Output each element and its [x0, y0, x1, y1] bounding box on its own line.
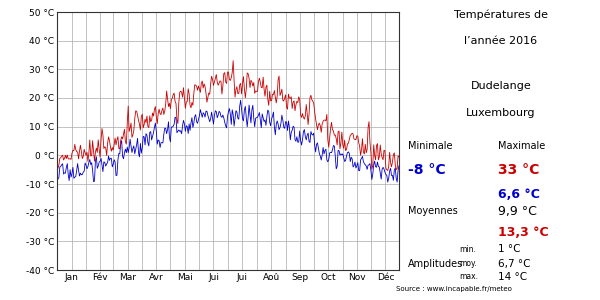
Text: 33 °C: 33 °C: [498, 164, 539, 178]
Text: Moyennes: Moyennes: [408, 206, 458, 215]
Text: Températures de: Températures de: [454, 9, 548, 20]
Text: 6,7 °C: 6,7 °C: [498, 259, 530, 269]
Text: Amplitudes: Amplitudes: [408, 259, 463, 269]
Text: Minimale: Minimale: [408, 141, 452, 151]
Text: 9,9 °C: 9,9 °C: [498, 206, 537, 218]
Text: 6,6 °C: 6,6 °C: [498, 188, 540, 200]
Text: moy.: moy.: [459, 259, 477, 268]
Text: Luxembourg: Luxembourg: [466, 108, 536, 118]
Text: max.: max.: [459, 272, 478, 281]
Text: l’année 2016: l’année 2016: [464, 36, 538, 46]
Text: Source : www.incapable.fr/meteo: Source : www.incapable.fr/meteo: [396, 286, 512, 292]
Text: 14 °C: 14 °C: [498, 272, 527, 282]
Text: 1 °C: 1 °C: [498, 244, 521, 254]
Text: Maximale: Maximale: [498, 141, 545, 151]
Text: -8 °C: -8 °C: [408, 164, 446, 178]
Text: 13,3 °C: 13,3 °C: [498, 226, 548, 239]
Text: min.: min.: [459, 244, 476, 253]
Text: Dudelange: Dudelange: [470, 81, 532, 91]
